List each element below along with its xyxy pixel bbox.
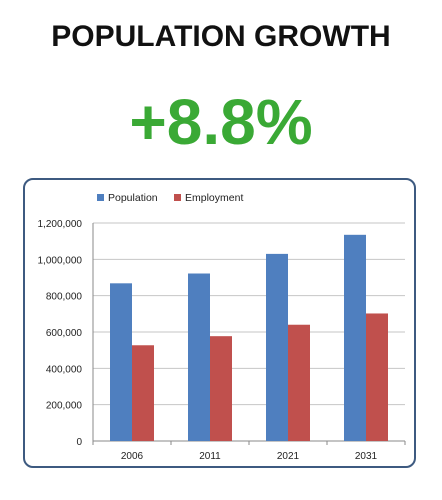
- bar-population-2021: [266, 253, 288, 441]
- legend-label-employment: Employment: [185, 192, 243, 204]
- bar-employment-2011: [210, 336, 232, 441]
- y-tick-label: 200,000: [46, 401, 83, 412]
- x-tick-label: 2011: [199, 451, 221, 462]
- bar-employment-2021: [288, 324, 310, 441]
- bar-employment-2031: [366, 313, 388, 441]
- y-tick-label: 1,200,000: [38, 219, 83, 230]
- bar-population-2006: [110, 283, 132, 441]
- x-tick-label: 2006: [121, 451, 144, 462]
- page-title: POPULATION GROWTH: [51, 20, 391, 53]
- bar-population-2031: [344, 234, 366, 441]
- growth-stat: +8.8%: [129, 86, 313, 158]
- bar-employment-2006: [132, 345, 154, 441]
- legend-label-population: Population: [108, 192, 158, 204]
- y-tick-label: 800,000: [46, 292, 83, 303]
- chart-frame: 0 200,000 400,000 600,000 800,000 1,000,000 1,…: [23, 178, 416, 468]
- y-tick-label: 400,000: [46, 364, 83, 375]
- y-tick-label: 1,000,000: [38, 255, 83, 266]
- bar-chart: 0 200,000 400,000 600,000 800,000 1,000,000 1,…: [38, 192, 406, 462]
- y-tick-label: 600,000: [46, 328, 83, 339]
- y-tick-label: 0: [76, 437, 82, 448]
- x-tick-label: 2021: [277, 451, 300, 462]
- legend-swatch-employment: [174, 194, 181, 201]
- legend-swatch-population: [97, 194, 104, 201]
- x-tick-label: 2031: [355, 451, 378, 462]
- bar-population-2011: [188, 273, 210, 441]
